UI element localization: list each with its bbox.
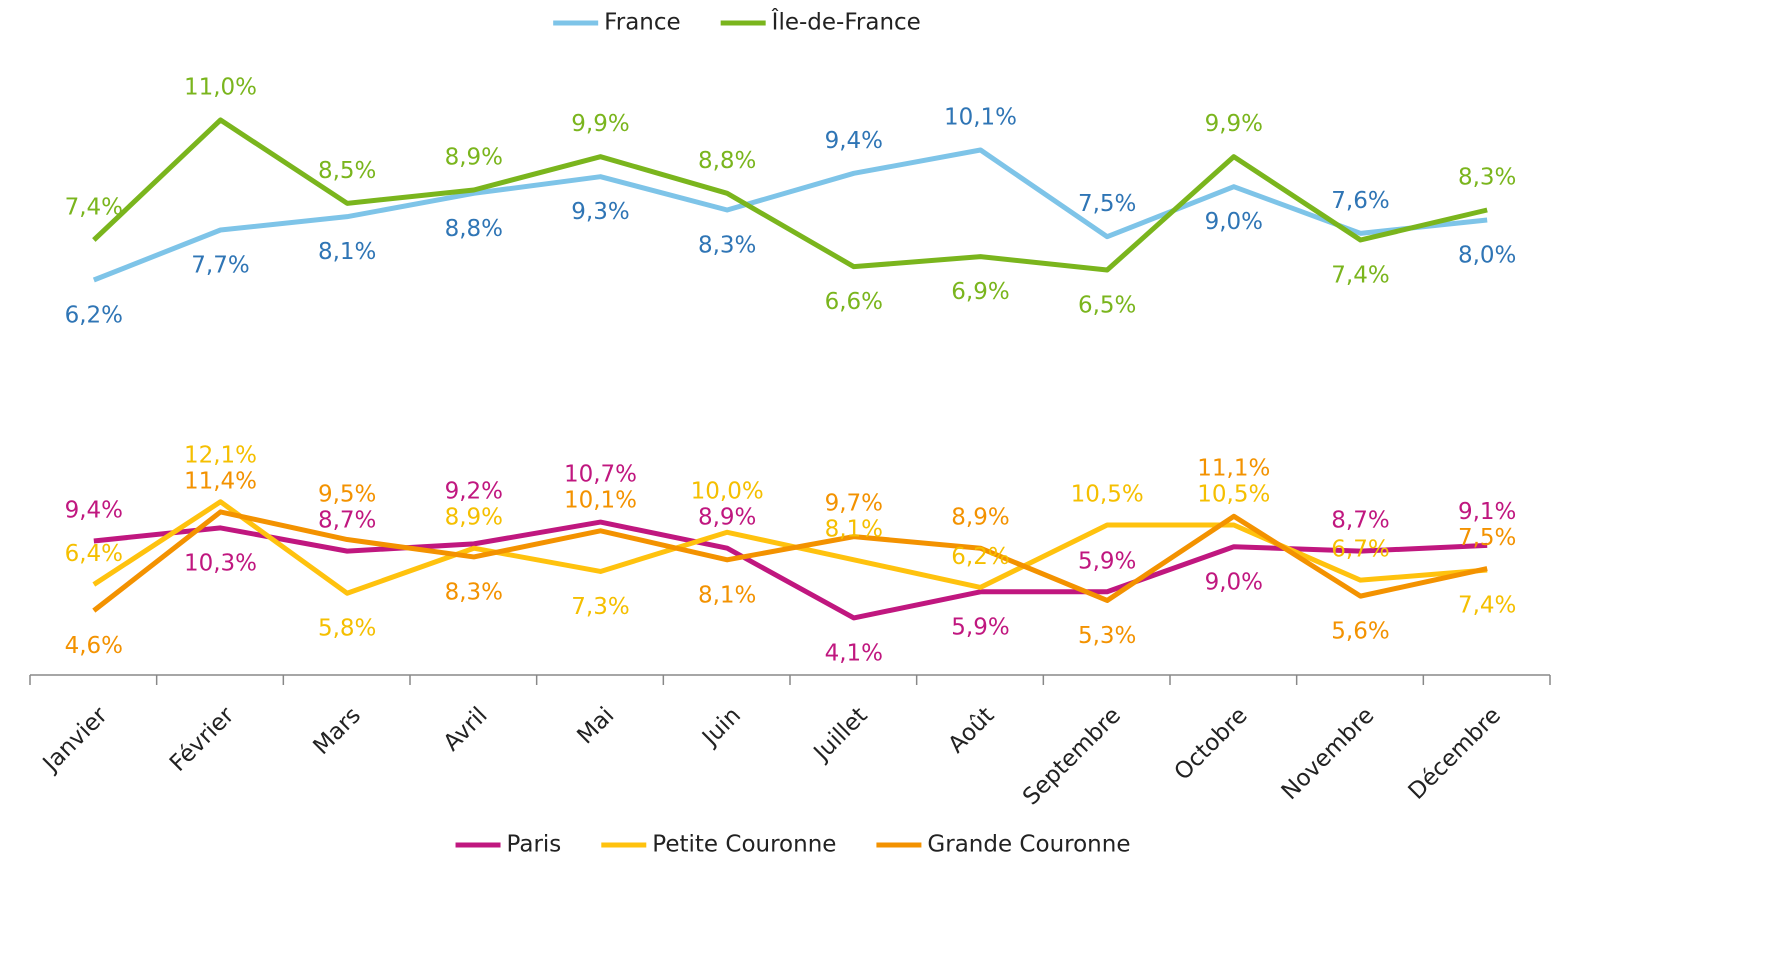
data-label: 10,5% xyxy=(1197,482,1270,508)
legend: Paris Petite Couronne Grande Couronne xyxy=(455,832,1130,858)
line-series xyxy=(93,519,1488,621)
data-label: 4,6% xyxy=(65,633,123,659)
x-tick-label: Septembre xyxy=(1018,702,1126,810)
x-tick-label: Octobre xyxy=(1170,702,1253,785)
data-label: 7,5% xyxy=(1458,525,1516,551)
data-label: 8,7% xyxy=(1331,508,1389,534)
x-tick-label: Avril xyxy=(439,702,493,756)
data-label: 5,9% xyxy=(951,614,1009,640)
data-label: 7,6% xyxy=(1331,188,1389,214)
x-tick-label: Août xyxy=(943,702,999,758)
legend-label: Île-de-France xyxy=(771,8,921,36)
data-label: 8,1% xyxy=(318,239,376,265)
data-label: 7,4% xyxy=(65,195,123,221)
data-label: 6,4% xyxy=(65,541,123,567)
data-label: 6,2% xyxy=(951,544,1009,570)
legend-label: Paris xyxy=(507,832,562,858)
data-label: 12,1% xyxy=(184,442,257,468)
data-label: 7,7% xyxy=(191,253,249,279)
data-label: 8,3% xyxy=(698,233,756,259)
data-label: 9,4% xyxy=(825,128,883,154)
data-label: 8,8% xyxy=(445,216,503,242)
data-label: 8,9% xyxy=(445,505,503,531)
data-label: 9,4% xyxy=(65,497,123,523)
x-tick-label: Novembre xyxy=(1277,702,1380,805)
data-label: 10,0% xyxy=(691,479,764,505)
data-label: 10,7% xyxy=(564,461,637,487)
data-label: 7,4% xyxy=(1331,263,1389,289)
legend: France Île-de-France xyxy=(553,8,921,36)
data-label: 9,1% xyxy=(1458,499,1516,525)
data-label: 10,1% xyxy=(564,487,637,513)
data-label: 8,5% xyxy=(318,158,376,184)
data-label: 5,9% xyxy=(1078,548,1136,574)
data-label: 10,5% xyxy=(1071,482,1144,508)
data-label: 6,7% xyxy=(1331,537,1389,563)
x-tick-label: Mars xyxy=(308,702,366,760)
line-series xyxy=(92,509,1488,613)
data-label: 11,0% xyxy=(184,75,257,101)
data-label: 8,8% xyxy=(698,148,756,174)
data-label: 6,9% xyxy=(951,279,1009,305)
data-label: 10,1% xyxy=(944,105,1017,131)
data-label: 6,2% xyxy=(65,303,123,329)
data-label: 7,3% xyxy=(571,594,629,620)
x-tick-label: Décembre xyxy=(1404,702,1506,804)
x-tick-label: Mai xyxy=(572,702,619,749)
data-label: 5,3% xyxy=(1078,623,1136,649)
data-label: 5,6% xyxy=(1331,619,1389,645)
data-label: 9,7% xyxy=(825,490,883,516)
data-label: 9,5% xyxy=(318,482,376,508)
data-label: 4,1% xyxy=(825,640,883,666)
x-tick-label: Juillet xyxy=(808,702,873,767)
data-label: 9,9% xyxy=(1205,111,1263,137)
data-label: 5,8% xyxy=(318,616,376,642)
data-label: 9,2% xyxy=(445,479,503,505)
data-label: 8,3% xyxy=(1458,165,1516,191)
data-label: 8,1% xyxy=(698,582,756,608)
data-label: 6,6% xyxy=(825,289,883,315)
data-label: 8,9% xyxy=(951,505,1009,531)
data-label: 8,3% xyxy=(445,579,503,605)
legend-label: Petite Couronne xyxy=(652,832,836,858)
data-label: 7,5% xyxy=(1078,191,1136,217)
data-label: 8,1% xyxy=(825,516,883,542)
data-label: 11,1% xyxy=(1197,456,1270,482)
data-label: 11,4% xyxy=(184,468,257,494)
legend-label: France xyxy=(604,10,680,36)
legend-label: Grande Couronne xyxy=(927,832,1130,858)
line-series xyxy=(92,147,1488,283)
data-label: 8,9% xyxy=(445,145,503,171)
data-label: 8,7% xyxy=(318,508,376,534)
data-label: 8,9% xyxy=(698,505,756,531)
line-series xyxy=(92,117,1488,273)
data-label: 9,9% xyxy=(571,111,629,137)
data-label: 9,0% xyxy=(1205,209,1263,235)
data-label: 6,5% xyxy=(1078,293,1136,319)
x-tick-label: Février xyxy=(165,702,240,777)
data-label: 9,0% xyxy=(1205,569,1263,595)
x-tick-label: Janvier xyxy=(37,702,113,778)
x-tick-label: Juin xyxy=(696,702,746,752)
data-label: 10,3% xyxy=(184,550,257,576)
data-label: 7,4% xyxy=(1458,593,1516,619)
data-label: 8,0% xyxy=(1458,243,1516,269)
data-label: 9,3% xyxy=(571,199,629,225)
